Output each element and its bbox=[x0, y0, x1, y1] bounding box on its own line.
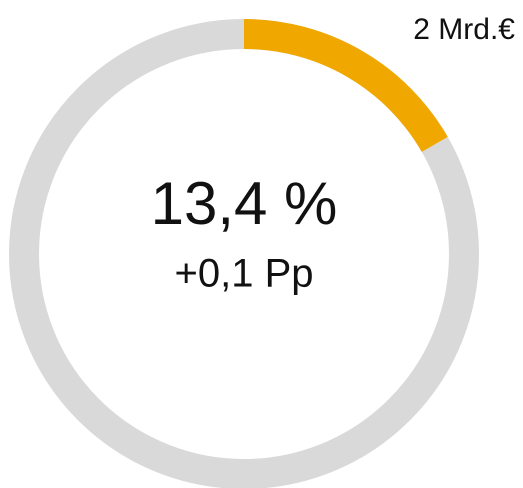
center-sublabel: +0,1 Pp bbox=[174, 252, 313, 296]
center-label: 13,4 % bbox=[151, 170, 338, 237]
segment-label: 2 Mrd.€ bbox=[413, 13, 515, 46]
donut-segment bbox=[243, 19, 448, 153]
